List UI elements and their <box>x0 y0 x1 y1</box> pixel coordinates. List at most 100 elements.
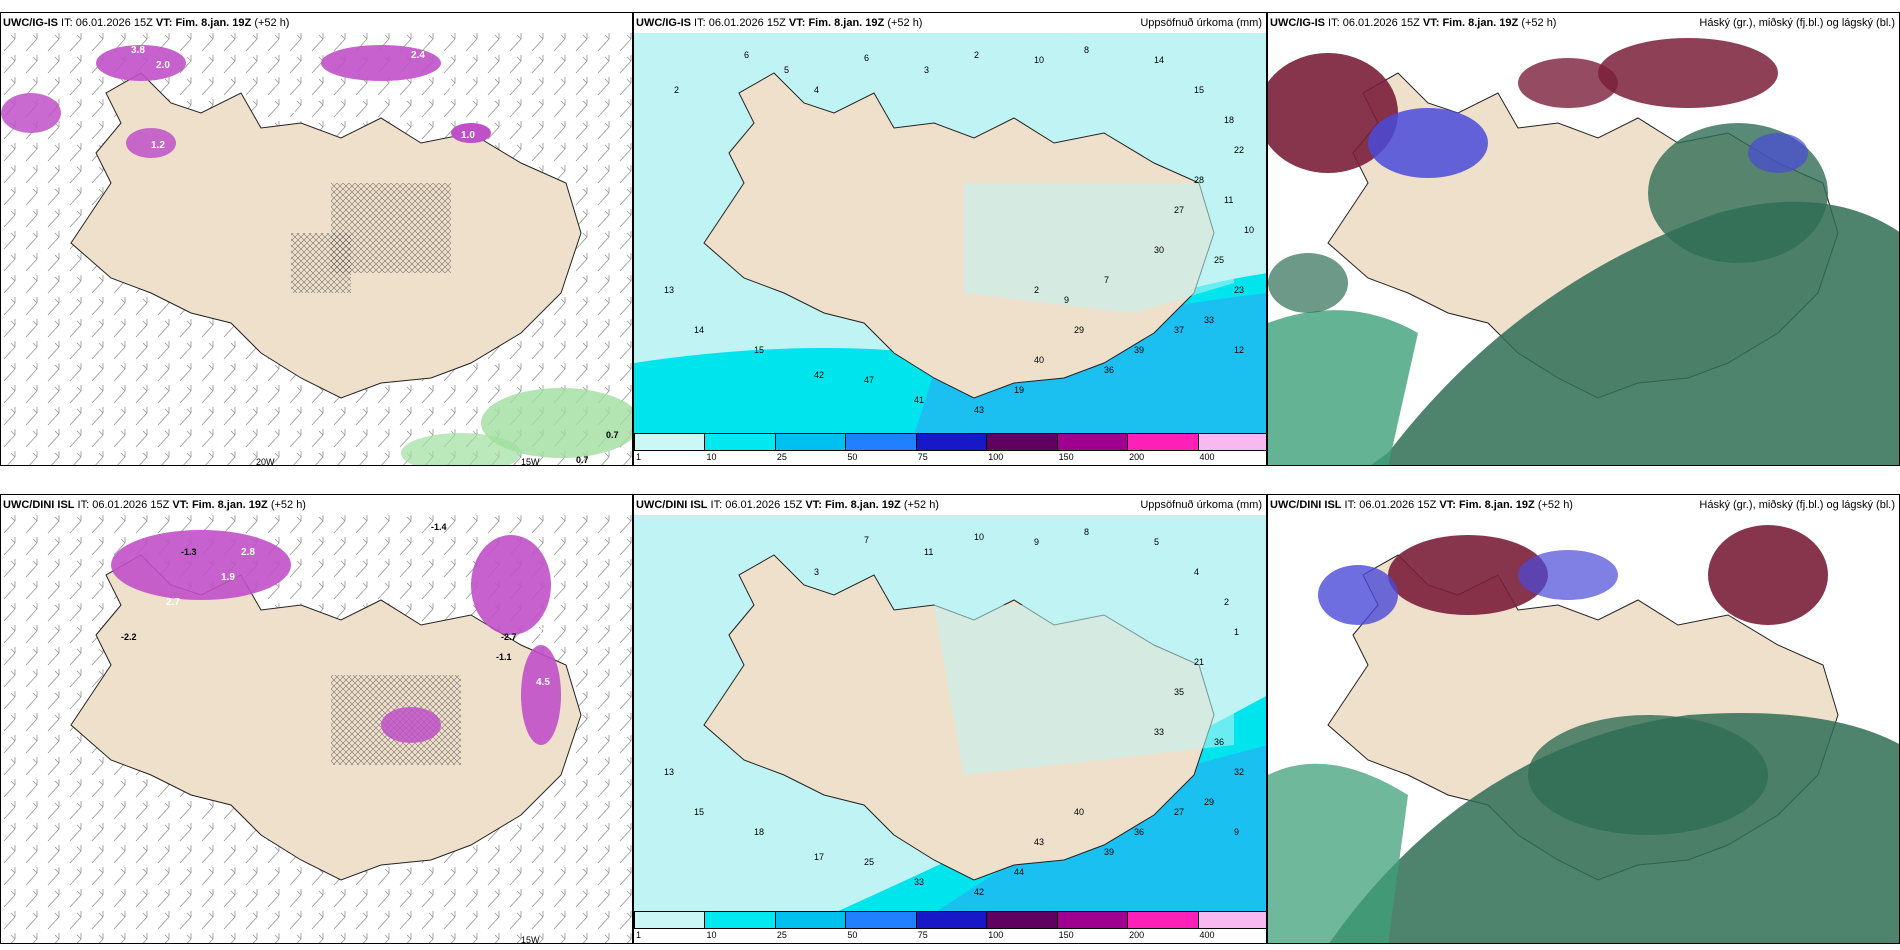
precip-value: 19 <box>1014 385 1024 395</box>
svg-text:1.8: 1.8 <box>291 105 305 116</box>
precip-value: 6 <box>864 53 869 63</box>
precip-value: 33 <box>1204 315 1214 325</box>
cloud-panel-bottom: UWC/DINI ISL IT: 06.01.2026 15Z VT: Fim.… <box>1267 494 1900 944</box>
svg-text:2.0: 2.0 <box>156 60 170 71</box>
svg-text:-1.3: -1.3 <box>181 547 197 557</box>
colorbar-swatch <box>1056 433 1129 451</box>
colorbar-swatch <box>915 433 988 451</box>
precip-value: 14 <box>1154 55 1164 65</box>
svg-text:1.0: 1.0 <box>461 130 475 141</box>
precip-value: 8 <box>1084 45 1089 55</box>
colorbar-tick: 100 <box>988 452 1004 462</box>
svg-text:-1.4: -1.4 <box>431 522 447 532</box>
precip-value: 25 <box>1214 255 1224 265</box>
precip-value: 27 <box>1174 205 1184 215</box>
precip-value: 10 <box>974 532 984 542</box>
precip-value: 41 <box>914 395 924 405</box>
colorbar-tick: 50 <box>847 452 858 462</box>
svg-text:20W: 20W <box>256 457 275 466</box>
precip-value: 40 <box>1034 355 1044 365</box>
precip-value: 3 <box>814 567 819 577</box>
colorbar-tick: 1 <box>636 452 642 462</box>
colorbar-tick: 10 <box>706 452 717 462</box>
svg-text:-2.2: -2.2 <box>121 632 137 642</box>
svg-text:15W: 15W <box>521 457 540 466</box>
precip-value: 10 <box>1034 55 1044 65</box>
svg-text:2.4: 2.4 <box>411 50 425 61</box>
precip-value: 11 <box>924 547 933 557</box>
precip-value: 3 <box>924 65 929 75</box>
precip-panel-top: UWC/IG-IS IT: 06.01.2026 15Z VT: Fim. 8.… <box>633 12 1267 466</box>
precip-value: 14 <box>694 325 704 335</box>
precip-value: 33 <box>914 877 924 887</box>
precip-value: 2 <box>974 50 979 60</box>
colorbar-tick: 150 <box>1058 930 1074 940</box>
panel-header: UWC/IG-IS IT: 06.01.2026 15Z VT: Fim. 8.… <box>1268 13 1899 33</box>
precip-value: 40 <box>1074 807 1084 817</box>
colorbar-swatch <box>845 911 917 929</box>
colorbar-tick: 75 <box>917 452 928 462</box>
colorbar-swatch <box>1197 911 1266 929</box>
precip-value: 5 <box>784 65 789 75</box>
precip-value: 29 <box>1204 797 1214 807</box>
svg-text:15W: 15W <box>521 935 540 944</box>
precip-value: 4 <box>814 85 819 95</box>
precip-value: 15 <box>1194 85 1204 95</box>
precip-value: 39 <box>1104 847 1114 857</box>
precip-value: 28 <box>1194 175 1204 185</box>
panel-header: UWC/DINI ISL IT: 06.01.2026 15Z VT: Fim.… <box>634 495 1266 515</box>
precip-value: 35 <box>1174 687 1184 697</box>
precip-value: 43 <box>1034 837 1044 847</box>
colorbar-tick: 150 <box>1058 452 1074 462</box>
wind-map: 2.8 1.9 2.7 -1.4 -1.3 -2.2 -2.7 -1.1 4.5… <box>1 515 632 944</box>
precip-value: 9 <box>1034 537 1039 547</box>
precip-value: 7 <box>1104 275 1109 285</box>
panel-header: UWC/IG-IS IT: 06.01.2026 15Z VT: Fim. 8.… <box>634 13 1266 33</box>
colorbar-swatch <box>634 433 706 451</box>
colorbar-swatch <box>1197 433 1266 451</box>
panel-header: UWC/IG-IS IT: 06.01.2026 15Z VT: Fim. 8.… <box>1 13 632 33</box>
precip-value: 4 <box>1194 567 1199 577</box>
precip-value: 18 <box>1224 115 1234 125</box>
precip-value: 21 <box>1194 657 1204 667</box>
precip-value: 39 <box>1134 345 1144 355</box>
precip-value: 32 <box>1234 767 1244 777</box>
wind-panel-top: UWC/IG-IS IT: 06.01.2026 15Z VT: Fim. 8.… <box>0 12 633 466</box>
precip-value: 15 <box>754 345 764 355</box>
colorbar-tick: 1 <box>636 930 642 940</box>
precip-value: 2 <box>1034 285 1039 295</box>
colorbar-swatch <box>1127 911 1199 929</box>
colorbar-tick: 75 <box>917 930 928 940</box>
colorbar-swatch <box>915 911 988 929</box>
wind-panel-bottom: UWC/DINI ISL IT: 06.01.2026 15Z VT: Fim.… <box>0 494 633 944</box>
colorbar-swatch <box>1056 911 1129 929</box>
precip-value: 7 <box>864 535 869 545</box>
colorbar-swatch <box>774 433 847 451</box>
svg-text:3.8: 3.8 <box>131 45 145 56</box>
precip-value: 12 <box>1234 345 1244 355</box>
colorbar-swatch <box>704 433 776 451</box>
precip-value: 5 <box>1154 537 1159 547</box>
svg-text:2.8: 2.8 <box>241 547 255 558</box>
colorbar-tick: 200 <box>1129 930 1145 940</box>
precip-value: 36 <box>1104 365 1114 375</box>
colorbar-swatch <box>634 911 706 929</box>
precip-value: 13 <box>664 285 674 295</box>
precip-value: 9 <box>1234 827 1239 837</box>
svg-text:1.9: 1.9 <box>221 572 235 583</box>
svg-text:-1.1: -1.1 <box>496 652 512 662</box>
precip-value: 47 <box>864 375 874 385</box>
precip-value: 10 <box>1244 225 1254 235</box>
precip-value: 17 <box>814 852 824 862</box>
cloud-map <box>1268 33 1899 465</box>
colorbar: 1 10 25 50 75 100 150 200 400 <box>634 911 1266 943</box>
precip-value: 27 <box>1174 807 1184 817</box>
cloud-map <box>1268 515 1899 943</box>
colorbar-tick: 400 <box>1199 452 1215 462</box>
svg-text:-2.7: -2.7 <box>501 632 517 642</box>
precip-value: 2 <box>1224 597 1229 607</box>
